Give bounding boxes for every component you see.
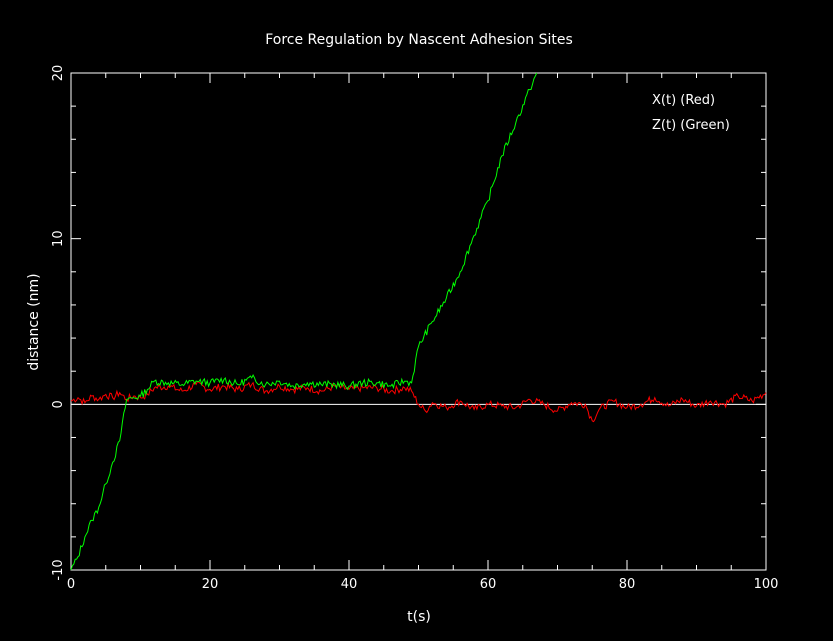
y-tick-label: 20 [51,65,66,82]
legend-entry-x: X(t) (Red) [652,93,715,108]
series-line-z [70,72,538,571]
x-tick-label: 60 [480,577,497,592]
x-tick-label: 40 [341,577,358,592]
x-tick-label: 80 [619,577,636,592]
y-tick-label: -10 [51,559,66,580]
x-tick-label: 100 [754,577,779,592]
y-tick-label: 10 [51,230,66,247]
y-axis-label: distance (nm) [26,273,42,370]
series-line-x [70,380,767,423]
x-tick-label: 0 [67,577,75,592]
x-axis-label: t(s) [407,609,431,625]
legend-entry-z: Z(t) (Green) [652,118,730,133]
y-tick-label: 0 [51,400,66,408]
x-tick-label: 20 [202,577,219,592]
chart-title: Force Regulation by Nascent Adhesion Sit… [265,32,573,48]
